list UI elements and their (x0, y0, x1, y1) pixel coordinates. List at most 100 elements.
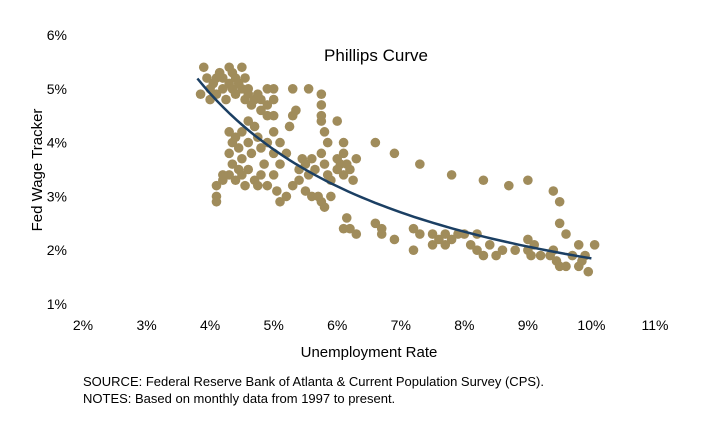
data-point (341, 213, 352, 223)
data-point (554, 196, 565, 207)
data-point (351, 153, 362, 164)
data-point (256, 170, 266, 180)
y-axis-label: Fed Wage Tracker (29, 109, 46, 232)
data-point (332, 116, 343, 126)
data-point (573, 240, 584, 250)
data-point (338, 137, 349, 148)
x-tick-label: 6% (327, 317, 347, 333)
data-point (218, 170, 228, 180)
data-point (338, 170, 349, 180)
data-point (240, 73, 250, 83)
x-tick-label: 4% (200, 317, 220, 333)
data-point (256, 94, 266, 105)
data-point (202, 73, 212, 83)
data-point (523, 175, 533, 186)
data-point (338, 148, 349, 159)
data-point (446, 170, 457, 180)
data-point (237, 153, 247, 164)
data-point (313, 191, 323, 202)
data-point (316, 116, 327, 126)
data-point (275, 137, 285, 148)
data-point (491, 250, 501, 261)
data-point (211, 180, 222, 191)
data-point (316, 148, 327, 159)
chart-title: Phillips Curve (324, 46, 428, 65)
data-point (230, 89, 241, 99)
data-point (240, 180, 250, 191)
data-point (224, 127, 234, 137)
data-point (497, 245, 508, 255)
data-point (465, 240, 476, 250)
data-point (577, 256, 587, 266)
data-point (415, 159, 425, 169)
data-point (583, 266, 594, 277)
data-point (230, 175, 241, 186)
data-point (237, 127, 247, 137)
data-point (319, 202, 330, 212)
x-tick-label: 2% (73, 317, 93, 333)
data-point (589, 240, 600, 250)
x-tick-label: 11% (642, 317, 669, 333)
data-point (345, 164, 355, 175)
data-point (415, 229, 425, 239)
data-point (275, 196, 285, 207)
data-point (408, 223, 419, 234)
data-point (345, 223, 355, 234)
source-note: SOURCE: Federal Reserve Bank of Atlanta … (83, 374, 544, 389)
data-point (434, 234, 444, 245)
data-point (256, 143, 266, 153)
data-point (370, 137, 381, 148)
data-point (478, 250, 489, 261)
data-point (408, 245, 419, 255)
data-point (389, 234, 400, 245)
data-point (376, 229, 387, 239)
data-point (252, 180, 263, 191)
x-tick-label: 9% (518, 317, 538, 333)
data-point (291, 105, 301, 116)
data-point (370, 218, 381, 229)
data-point (389, 148, 400, 159)
data-point (510, 245, 520, 255)
data-point (227, 159, 238, 169)
data-point (440, 240, 451, 250)
data-point (307, 153, 317, 164)
data-point (230, 132, 241, 143)
data-point (319, 127, 330, 137)
data-point (472, 245, 482, 255)
data-point (561, 229, 571, 239)
data-point (237, 62, 247, 73)
data-point (287, 180, 298, 191)
data-point (249, 121, 260, 132)
data-point (322, 137, 333, 148)
data-point (440, 229, 451, 239)
x-tick-label: 3% (136, 317, 156, 333)
data-point (281, 191, 292, 202)
data-point (243, 164, 254, 175)
data-point (348, 175, 358, 186)
data-point (427, 240, 438, 250)
data-point (310, 164, 320, 175)
data-point (218, 73, 228, 83)
data-point (268, 170, 279, 180)
data-point (246, 148, 257, 159)
data-point (351, 229, 362, 239)
y-tick-label: 3% (47, 188, 67, 204)
data-point (316, 89, 327, 99)
data-point (275, 159, 285, 169)
data-point (548, 186, 559, 196)
y-tick-label: 1% (47, 296, 67, 312)
data-point (259, 159, 269, 169)
y-tick-label: 2% (47, 242, 67, 258)
data-point (198, 62, 209, 73)
data-point (237, 170, 247, 180)
data-point (554, 218, 565, 229)
x-tick-label: 7% (391, 317, 411, 333)
data-point (262, 137, 273, 148)
data-point (195, 89, 206, 99)
data-point (523, 234, 533, 245)
data-point (484, 240, 495, 250)
data-point (326, 191, 336, 202)
data-point (262, 180, 273, 191)
data-point (526, 250, 536, 261)
